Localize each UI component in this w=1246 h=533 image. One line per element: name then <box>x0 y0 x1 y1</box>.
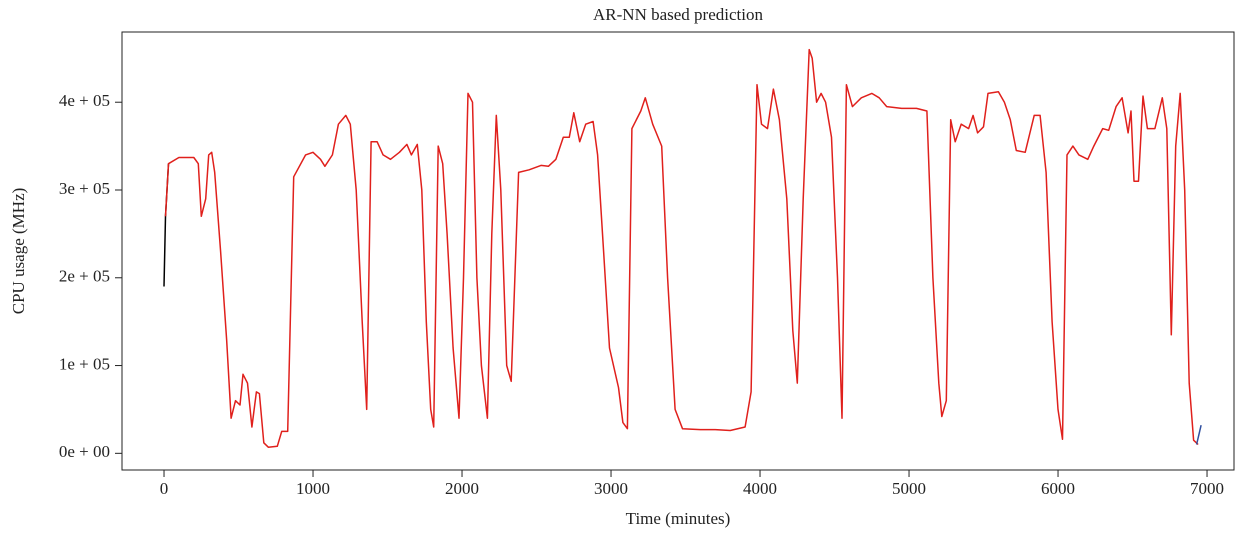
y-axis-label: CPU usage (MHz) <box>9 188 28 315</box>
x-tick-label: 7000 <box>1190 479 1224 498</box>
x-axis-label: Time (minutes) <box>626 509 731 528</box>
x-tick-label: 3000 <box>594 479 628 498</box>
x-tick-label: 6000 <box>1041 479 1075 498</box>
x-tick-label: 2000 <box>445 479 479 498</box>
x-tick-label: 4000 <box>743 479 777 498</box>
y-tick-label: 2e + 05 <box>59 267 110 286</box>
x-tick-label: 5000 <box>892 479 926 498</box>
x-tick-label: 0 <box>160 479 169 498</box>
y-tick-label: 1e + 05 <box>59 354 110 373</box>
y-tick-label: 3e + 05 <box>59 179 110 198</box>
chart-title: AR-NN based prediction <box>593 5 763 24</box>
y-tick-label: 0e + 00 <box>59 442 110 461</box>
series-line <box>164 48 1199 448</box>
y-tick-label: 4e + 05 <box>59 91 110 110</box>
x-tick-label: 1000 <box>296 479 330 498</box>
series-line <box>1195 425 1202 445</box>
plot-frame <box>121 31 1235 471</box>
